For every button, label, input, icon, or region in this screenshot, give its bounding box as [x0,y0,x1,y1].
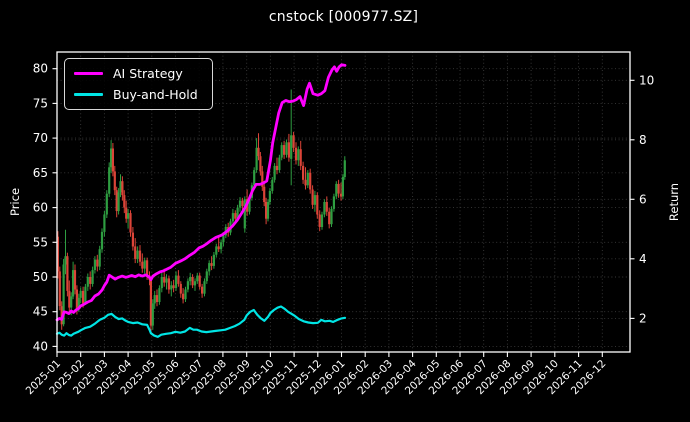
svg-text:65: 65 [33,166,48,180]
svg-text:55: 55 [33,235,48,249]
legend-item-ai-strategy: AI Strategy [74,64,198,82]
legend-label-ai-strategy: AI Strategy [113,65,183,81]
line-buy-and-hold [55,305,347,338]
svg-text:6: 6 [639,192,647,206]
svg-text:40: 40 [33,339,48,353]
svg-text:75: 75 [33,96,48,110]
chart-title: cnstock [000977.SZ] [268,9,419,25]
legend: AI Strategy Buy-and-Hold [64,58,213,110]
plot-border [56,51,631,353]
svg-text:70: 70 [33,131,48,145]
svg-text:8: 8 [639,133,647,147]
line-ai-strategy [55,63,347,322]
legend-swatch-ai-strategy-line [74,71,103,75]
svg-text:50: 50 [33,270,48,284]
right-axis-label: Return [667,182,681,222]
svg-text:60: 60 [33,201,48,215]
svg-text:80: 80 [33,62,48,76]
svg-text:2: 2 [639,311,647,325]
left-axis-label: Price [8,187,22,217]
svg-text:4: 4 [639,252,647,266]
legend-label-buy-and-hold: Buy-and-Hold [113,86,198,102]
candlestick-series [56,89,346,333]
legend-item-buy-and-hold: Buy-and-Hold [74,85,198,103]
svg-text:10: 10 [639,73,654,87]
svg-text:45: 45 [33,305,48,319]
legend-swatch-buy-and-hold-line [74,92,103,96]
